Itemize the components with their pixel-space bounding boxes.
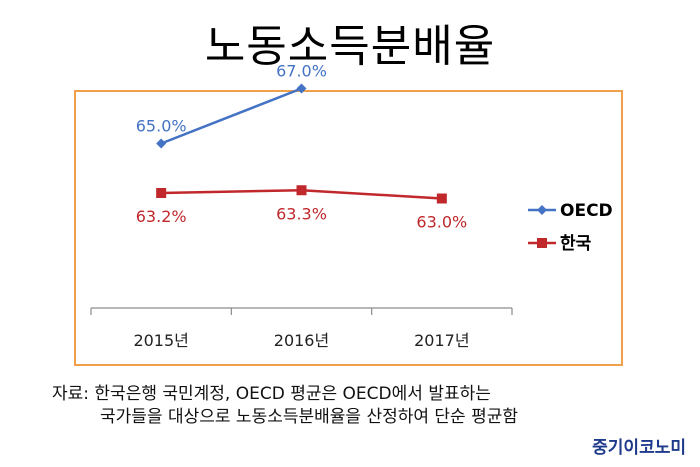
- legend-marker-korea: [537, 238, 547, 248]
- data-label-oecd: 65.0%: [136, 117, 187, 136]
- x-tick-label: 2016년: [274, 331, 329, 350]
- source-note: 자료: 한국은행 국민계정, OECD 평균은 OECD에서 발표하는 국가들을…: [52, 383, 518, 429]
- x-tick-label: 2017년: [414, 331, 469, 350]
- data-point-oecd: [156, 138, 167, 149]
- chart-title: 노동소득분배율: [204, 21, 496, 72]
- data-point-oecd: [296, 83, 307, 94]
- x-tick-label: 2015년: [133, 331, 188, 350]
- data-point-korea: [436, 193, 447, 204]
- legend-label-korea: 한국: [560, 234, 592, 254]
- data-label-korea: 63.2%: [136, 207, 187, 226]
- data-label-korea: 63.0%: [416, 213, 467, 232]
- chart-frame: [74, 90, 623, 366]
- legend-marker-oecd: [537, 205, 547, 215]
- brand-logo: 중기이코노미: [592, 438, 686, 458]
- data-label-korea: 63.3%: [276, 204, 327, 223]
- data-point-korea: [156, 188, 167, 198]
- source-line-2: 국가들을 대상으로 노동소득분배율을 산정하여 단순 평균함: [100, 407, 519, 427]
- legend-label-oecd: OECD: [560, 201, 613, 221]
- source-line-1: 자료: 한국은행 국민계정, OECD 평균은 OECD에서 발표하는: [52, 384, 491, 404]
- data-label-oecd: 67.0%: [276, 62, 327, 81]
- data-point-korea: [296, 185, 307, 196]
- series-line-oecd: [160, 87, 302, 145]
